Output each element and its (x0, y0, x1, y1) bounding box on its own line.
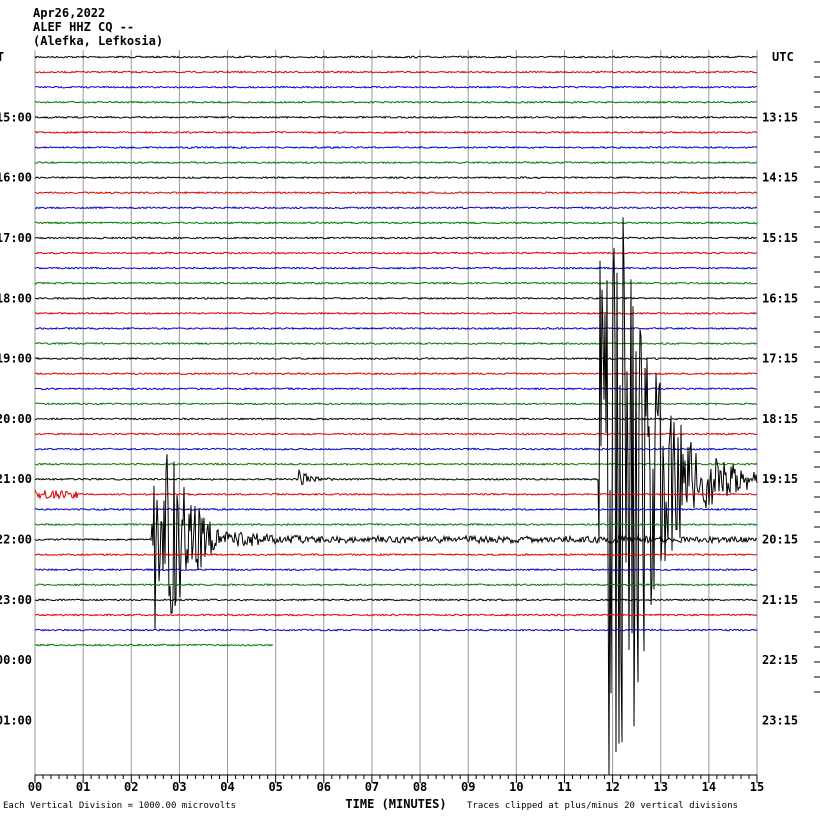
right-time-label: 20:15 (762, 533, 798, 547)
trace (34, 236, 758, 240)
trace (35, 221, 758, 225)
left-time-label: 20:00 (0, 412, 32, 426)
trace (34, 311, 758, 315)
x-tick-label: 06 (317, 780, 331, 794)
left-time-label: 22:00 (0, 533, 32, 547)
x-tick-label: 12 (605, 780, 619, 794)
trace (34, 507, 758, 512)
right-time-label: 19:15 (762, 472, 798, 486)
right-zone: UTC (772, 50, 794, 64)
x-tick-label: 07 (365, 780, 379, 794)
trace (34, 613, 758, 617)
left-time-label: 18:00 (0, 291, 32, 305)
right-time-label: 22:15 (762, 653, 798, 667)
left-time-label: 19:00 (0, 352, 32, 366)
trace (34, 160, 758, 165)
x-tick-label: 09 (461, 780, 475, 794)
x-tick-label: 14 (702, 780, 716, 794)
trace (34, 191, 758, 195)
trace (34, 296, 757, 300)
trace (34, 568, 758, 572)
left-time-label: 17:00 (0, 231, 32, 245)
footer-left: Each Vertical Division = 1000.00 microvo… (3, 801, 236, 811)
left-time-label: 21:00 (0, 472, 32, 486)
x-tick-label: 01 (76, 780, 90, 794)
x-tick-label: 11 (557, 780, 571, 794)
trace (34, 70, 758, 74)
trace (34, 489, 758, 501)
trace (34, 55, 758, 59)
trace (34, 115, 758, 120)
trace (34, 522, 758, 527)
right-time-label: 21:15 (762, 593, 798, 607)
right-time-label: 18:15 (762, 412, 798, 426)
x-axis-title: TIME (MINUTES) (345, 797, 446, 811)
trace (34, 281, 758, 285)
right-time-label: 17:15 (762, 352, 798, 366)
header-location: (Alefka, Lefkosia) (33, 34, 163, 48)
trace (34, 176, 758, 180)
right-time-label: 23:15 (762, 714, 798, 728)
trace (34, 326, 758, 331)
trace (34, 342, 758, 346)
trace (35, 371, 758, 376)
trace (34, 643, 274, 647)
x-tick-label: 03 (172, 780, 186, 794)
trace (34, 130, 758, 135)
x-tick-label: 04 (220, 780, 234, 794)
left-time-label: 00:00 (0, 653, 32, 667)
trace (34, 266, 758, 270)
x-tick-label: 13 (654, 780, 668, 794)
trace (34, 251, 758, 255)
left-time-label: 01:00 (0, 714, 32, 728)
right-time-label: 14:15 (762, 171, 798, 185)
trace (34, 598, 758, 602)
header-station: ALEF HHZ CQ -- (33, 20, 134, 34)
header-date: Apr26,2022 (33, 6, 105, 20)
trace (34, 356, 758, 361)
footer-right: Traces clipped at plus/minus 20 vertical… (467, 801, 738, 811)
trace (34, 145, 758, 150)
left-zone: T (0, 50, 4, 64)
trace (34, 387, 758, 391)
x-tick-label: 10 (509, 780, 523, 794)
trace (34, 100, 758, 104)
left-time-label: 15:00 (0, 110, 32, 124)
left-time-label: 16:00 (0, 171, 32, 185)
x-tick-label: 05 (268, 780, 282, 794)
trace (34, 628, 758, 632)
left-time-label: 23:00 (0, 593, 32, 607)
right-time-label: 16:15 (762, 291, 798, 305)
trace (34, 217, 758, 776)
trace (34, 553, 758, 557)
x-tick-label: 15 (750, 780, 764, 794)
right-time-label: 13:15 (762, 110, 798, 124)
trace (34, 583, 758, 587)
x-tick-label: 00 (28, 780, 42, 794)
x-tick-label: 02 (124, 780, 138, 794)
x-tick-label: 08 (413, 780, 427, 794)
trace (34, 85, 757, 89)
right-time-label: 15:15 (762, 231, 798, 245)
trace (34, 206, 758, 210)
